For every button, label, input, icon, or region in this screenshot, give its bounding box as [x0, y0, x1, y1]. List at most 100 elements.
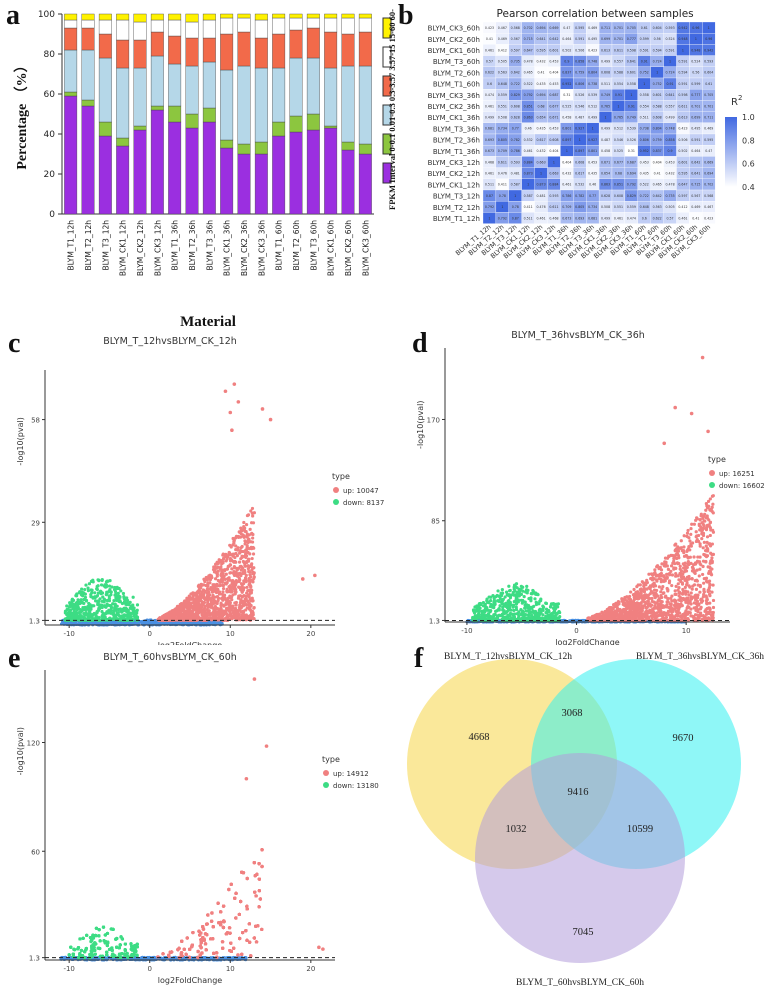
point-up — [685, 549, 689, 554]
heatmap-cell-value: 0.499 — [601, 127, 610, 131]
point-down — [91, 580, 95, 584]
point-down — [121, 616, 125, 620]
point-up — [666, 567, 671, 571]
heatmap-cell-value: 0.41 — [692, 216, 699, 220]
point-down — [511, 605, 515, 609]
point-up — [196, 589, 201, 593]
row-label: BLYM_T1_36h — [433, 148, 480, 156]
legend-label: down: 8137 — [343, 499, 384, 507]
heatmap-cell-value: 0.461 — [614, 216, 623, 220]
heatmap-cell-value: 0.735 — [511, 60, 520, 64]
heatmap-cell-value: 0.487 — [601, 138, 610, 142]
point-up-outlier — [228, 410, 233, 415]
heatmap-cell-value: 0.412 — [678, 205, 687, 209]
bar-segment — [116, 145, 130, 215]
heatmap-cell-value: 0.587 — [511, 183, 520, 187]
heatmap-cell-value: 0.897 — [575, 149, 584, 153]
heatmap-cell-value: 1 — [656, 71, 658, 75]
point-down — [107, 594, 111, 599]
heatmap-cell-value: 0.863 — [601, 183, 610, 187]
heatmap-cell-value: 0.563 — [498, 71, 507, 75]
point-up — [661, 584, 665, 589]
bar-segment — [324, 13, 338, 19]
heatmap-cell-value: 0.927 — [575, 127, 584, 131]
point-down — [126, 611, 130, 615]
point-up — [251, 580, 255, 584]
bar-segment — [306, 27, 320, 59]
legend-title: type — [332, 472, 350, 481]
point-up — [182, 606, 186, 610]
heatmap-cell-value: 0.792 — [524, 93, 533, 97]
heatmap-cell-value: 0.474 — [627, 216, 636, 220]
point-down — [553, 605, 557, 609]
point-down — [68, 601, 72, 605]
point-up — [240, 571, 245, 576]
point-up — [190, 617, 194, 621]
heatmap-cell-value: 0.464 — [562, 37, 571, 41]
point-up — [222, 593, 227, 597]
heatmap-cell-value: 0.499 — [601, 60, 610, 64]
legend-swatch — [382, 104, 392, 126]
point-up — [246, 538, 250, 542]
heatmap-cell-value: 0.687 — [627, 160, 636, 164]
point-down — [118, 614, 122, 618]
point-up — [215, 600, 219, 604]
point-up — [188, 602, 192, 606]
point-up — [214, 587, 218, 591]
bar-segment — [64, 27, 78, 51]
point-up — [704, 502, 708, 506]
colorbar — [725, 117, 737, 187]
point-up — [217, 590, 222, 594]
heatmap-cell-value: 0.738 — [588, 82, 597, 86]
heatmap-cell-value: 0.461 — [536, 216, 545, 220]
bar-segment — [133, 13, 147, 23]
heatmap-cell-value: 0.502 — [678, 149, 687, 153]
bar-segment — [81, 49, 95, 101]
heatmap-cell-value: 0.873 — [524, 172, 533, 176]
point-up — [191, 594, 195, 599]
heatmap-cell-value: 0.694 — [704, 172, 713, 176]
heatmap-cell-value: 0.469 — [588, 26, 597, 30]
heatmap-cell-value: 0.927 — [588, 138, 597, 142]
point-up — [250, 511, 254, 515]
heatmap-cell-value: 0.777 — [691, 93, 700, 97]
point-down — [547, 610, 551, 614]
point-up-outlier — [313, 573, 317, 578]
point-up — [225, 567, 229, 571]
legend-swatch — [333, 487, 339, 493]
bar-segment — [133, 125, 147, 131]
heatmap-cell-value: 0.469 — [704, 127, 713, 131]
heatmap-cell-value: 0.423 — [588, 48, 597, 52]
heatmap-cell-value: 1 — [540, 172, 542, 176]
y-tick-label: 60 — [44, 90, 56, 100]
point-ns — [199, 621, 203, 625]
heatmap-cell-value: 0.506 — [575, 48, 584, 52]
heatmap-cell-value: 0.693 — [485, 138, 494, 142]
heatmap-cell-value: 0.481 — [511, 172, 520, 176]
point-up — [221, 556, 226, 561]
point-down — [84, 583, 88, 587]
bar-segment — [202, 19, 216, 39]
point-down — [102, 604, 107, 608]
point-up — [240, 554, 244, 558]
heatmap-cell-value: 0.671 — [601, 160, 610, 164]
heatmap-cell-value: 0.593 — [549, 194, 558, 198]
point-ns — [89, 621, 93, 625]
point-down — [83, 595, 88, 600]
point-ns — [114, 622, 118, 626]
point-down — [122, 601, 126, 605]
point-up — [233, 559, 237, 564]
legend-swatch — [382, 133, 392, 155]
point-up — [187, 618, 191, 622]
heatmap-cell-value: 0.897 — [562, 138, 571, 142]
chart-c-volcano: BLYM_T_12hvsBLYM_CK_12h1.32958-1001020lo… — [16, 336, 384, 645]
heatmap-cell-value: 0.404 — [549, 71, 558, 75]
point-down — [500, 612, 504, 616]
point-up — [203, 577, 208, 581]
heatmap-cell-value: 0.505 — [665, 205, 674, 209]
heatmap-cell-value: 0.709 — [562, 205, 571, 209]
point-up — [657, 567, 661, 571]
bar-segment — [150, 105, 164, 111]
point-down — [532, 591, 537, 595]
heatmap-cell-value: 0.942 — [678, 26, 687, 30]
